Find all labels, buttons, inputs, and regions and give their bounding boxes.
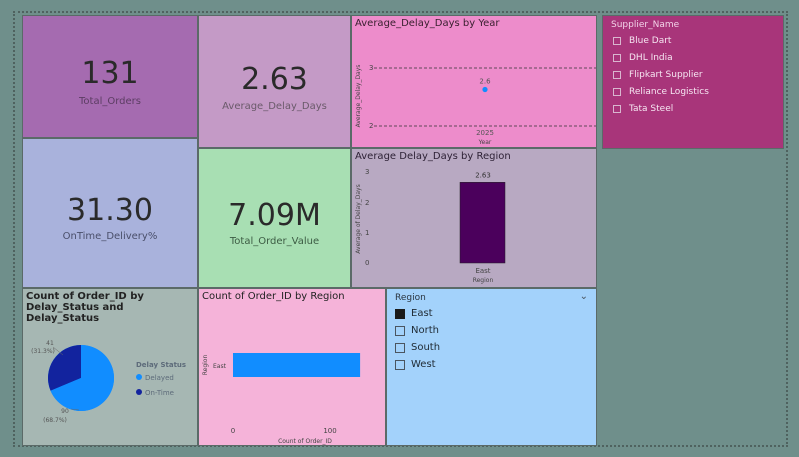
supplier-item[interactable]: Blue Dart — [613, 32, 709, 49]
avg-delay-label: Average_Delay_Days — [222, 101, 327, 112]
checkbox-icon[interactable] — [613, 36, 621, 45]
legend-delayed-label: Delayed — [145, 374, 174, 382]
supplier-slicer[interactable]: Supplier_Name Blue Dart DHL India Flipka… — [602, 15, 784, 149]
order-region-ylabel: Region — [202, 355, 209, 376]
year-chart[interactable]: Average_Delay_Days by Year Average_Delay… — [351, 15, 597, 148]
supplier-item-label: Reliance Logistics — [629, 86, 709, 97]
region-delay-chart[interactable]: Average Delay_Days by Region Average of … — [351, 148, 597, 288]
checkbox-icon[interactable] — [613, 104, 621, 113]
total-orders-value: 131 — [81, 56, 139, 91]
checkbox-icon[interactable] — [395, 342, 405, 353]
year-chart-ytick-3: 3 — [369, 64, 373, 72]
region-chart-ytick: 1 — [365, 229, 369, 237]
canvas-border — [13, 11, 788, 447]
legend-ontime-swatch — [136, 389, 142, 395]
avg-delay-value: 2.63 — [241, 62, 308, 97]
supplier-slicer-title: Supplier_Name — [611, 20, 680, 30]
year-data-label: 2.6 — [479, 78, 491, 86]
checkbox-icon[interactable] — [613, 53, 621, 62]
total-orders-card[interactable]: 131 Total_Orders — [22, 15, 198, 138]
year-chart-xlabel: Year — [478, 139, 492, 146]
order-region-ytick: East — [213, 363, 227, 370]
total-orders-label: Total_Orders — [79, 96, 141, 107]
year-chart-xtick: 2025 — [476, 129, 494, 137]
checkbox-icon[interactable] — [613, 87, 621, 96]
region-slicer-title: Region — [395, 293, 426, 303]
order-value-label: Total_Order_Value — [229, 236, 320, 247]
region-slicer[interactable]: Region ⌄ East North South West — [386, 288, 597, 446]
checkbox-icon[interactable] — [395, 325, 405, 336]
region-chart-ylabel: Average of Delay_Days — [355, 184, 362, 253]
ontime-label: OnTime_Delivery% — [62, 231, 158, 242]
order-value-value: 7.09M — [228, 198, 321, 233]
region-item-south[interactable]: South — [395, 339, 440, 356]
supplier-slicer-list: Blue Dart DHL India Flipkart Supplier Re… — [613, 32, 709, 117]
region-item-east[interactable]: East — [395, 305, 440, 322]
region-slicer-list: East North South West — [395, 305, 440, 373]
region-item-north[interactable]: North — [395, 322, 440, 339]
year-chart-ytick-2: 2 — [369, 122, 373, 130]
checkbox-icon[interactable] — [395, 359, 405, 370]
ontime-value: 31.30 — [67, 193, 153, 228]
year-chart-svg: Average_Delay_Days 3 2 2.6 2025 Year — [355, 64, 596, 146]
region-item-label: East — [411, 308, 433, 319]
order-region-bar-east[interactable] — [233, 353, 361, 377]
year-chart-title: Average_Delay_Days by Year — [355, 18, 500, 29]
region-item-label: South — [411, 342, 441, 353]
pie-leader-ontime — [52, 346, 64, 356]
order-region-chart[interactable]: Count of Order_ID by Region Region East … — [198, 288, 386, 446]
year-chart-ylabel: Average_Delay_Days — [355, 65, 362, 128]
region-chart-xlabel: Region — [473, 277, 494, 284]
supplier-item-label: Flipkart Supplier — [629, 69, 703, 80]
supplier-item[interactable]: Tata Steel — [613, 100, 709, 117]
delay-status-chart-title: Count of Order_ID by Delay_Status and De… — [26, 291, 144, 324]
supplier-item[interactable]: Reliance Logistics — [613, 83, 709, 100]
order-region-chart-svg: Region East 0 100 Count of Order_ID — [202, 353, 361, 445]
region-bar-east[interactable] — [459, 182, 506, 264]
region-delay-chart-title: Average Delay_Days by Region — [355, 151, 511, 162]
region-delay-chart-svg: Average of Delay_Days 3 2 1 0 2.63 East … — [355, 168, 506, 284]
delay-status-chart[interactable]: Count of Order_ID by Delay_Status and De… — [22, 288, 198, 446]
region-chart-ytick: 2 — [365, 199, 369, 207]
region-chart-ytick: 0 — [365, 259, 369, 267]
pie-slice-delayed[interactable] — [50, 345, 114, 411]
year-data-point[interactable] — [482, 86, 488, 93]
order-region-xtick: 0 — [231, 427, 235, 435]
pie-slice-ontime[interactable] — [47, 345, 81, 391]
supplier-item-label: DHL India — [629, 52, 673, 63]
pie-label-delayed-count: 90 — [61, 408, 69, 415]
region-chart-xtick: East — [475, 267, 490, 275]
order-region-xlabel: Count of Order_ID — [278, 438, 332, 445]
region-item-west[interactable]: West — [395, 356, 440, 373]
region-item-label: North — [411, 325, 439, 336]
supplier-item[interactable]: Flipkart Supplier — [613, 66, 709, 83]
pie-legend-title: Delay Status — [136, 361, 186, 369]
pie-leader-delayed — [70, 408, 80, 411]
region-item-label: West — [411, 359, 436, 370]
pie-label-ontime-count: 41 — [46, 340, 54, 347]
order-value-card[interactable]: 7.09M Total_Order_Value — [198, 148, 351, 288]
region-bar-label: 2.63 — [475, 171, 491, 179]
legend-delayed-swatch — [136, 374, 142, 380]
supplier-item-label: Blue Dart — [629, 35, 672, 46]
pie-label-delayed-pct: (68.7%) — [43, 417, 67, 424]
order-region-chart-title: Count of Order_ID by Region — [202, 291, 345, 302]
supplier-item-label: Tata Steel — [629, 103, 674, 114]
chevron-down-icon[interactable]: ⌄ — [579, 291, 588, 302]
pie-label-ontime-pct: (31.3%) — [31, 348, 55, 355]
ontime-card[interactable]: 31.30 OnTime_Delivery% — [22, 138, 198, 288]
checkbox-icon[interactable] — [613, 70, 621, 79]
supplier-item[interactable]: DHL India — [613, 49, 709, 66]
region-chart-ytick: 3 — [365, 168, 369, 176]
legend-ontime-label: On-Time — [145, 389, 174, 397]
avg-delay-card[interactable]: 2.63 Average_Delay_Days — [198, 15, 351, 148]
order-region-xtick: 100 — [323, 427, 336, 435]
delay-status-chart-svg: 41 (31.3%) 90 (68.7%) Delay Status Delay… — [31, 340, 186, 424]
checkbox-checked-icon[interactable] — [395, 308, 405, 319]
